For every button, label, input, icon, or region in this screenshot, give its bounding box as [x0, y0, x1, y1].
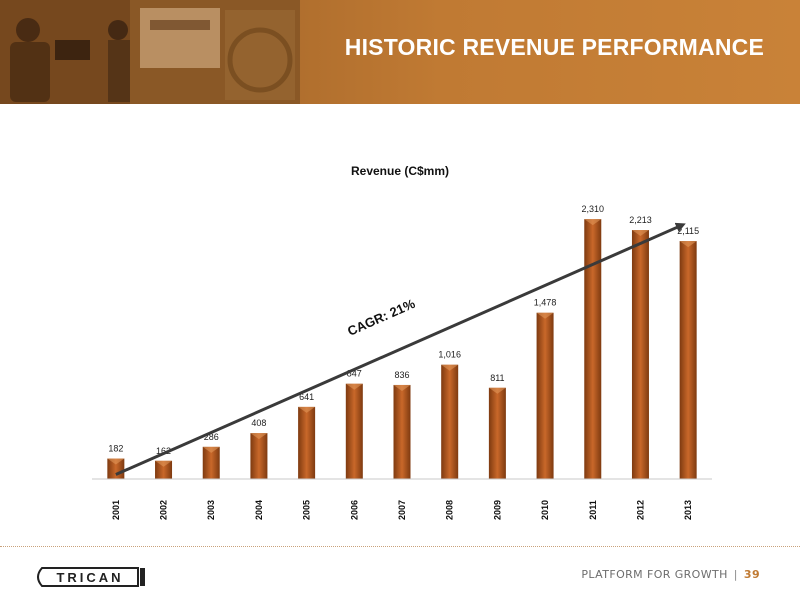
bar-cap-2011 [584, 219, 602, 226]
bar-2003 [202, 446, 220, 479]
value-label-2001: 182 [108, 444, 123, 454]
x-tick-label-2004: 2004 [254, 500, 264, 520]
value-label-2013: 2,115 [677, 226, 699, 236]
page-title: HISTORIC REVENUE PERFORMANCE [344, 34, 764, 60]
bar-2013 [679, 241, 697, 479]
bar-cap-2003 [202, 446, 220, 453]
cagr-annotation: CAGR: 21% [345, 296, 418, 339]
bar-cap-2010 [536, 312, 554, 319]
bar-2010 [536, 312, 554, 479]
value-label-2004: 408 [251, 418, 266, 428]
value-label-2008: 1,016 [438, 350, 461, 360]
x-tick-label-2009: 2009 [492, 500, 502, 520]
header-banner: HISTORIC REVENUE PERFORMANCE [0, 0, 800, 104]
page-number: 39 [743, 568, 760, 581]
bar-2008 [441, 364, 459, 479]
bar-2007 [393, 384, 411, 479]
x-tick-label-2010: 2010 [540, 500, 550, 520]
bar-cap-2012 [631, 230, 649, 237]
bar-2004 [250, 433, 268, 479]
x-tick-label-2007: 2007 [397, 500, 407, 520]
x-tick-label-2008: 2008 [445, 500, 455, 520]
cagr-trend-arrow [115, 222, 686, 476]
bar-cap-2005 [298, 406, 316, 413]
bar-cap-2002 [155, 460, 173, 467]
x-tick-label-2006: 2006 [349, 500, 359, 520]
bar-2011 [584, 219, 602, 479]
x-tick-label-2005: 2005 [302, 500, 312, 520]
x-tick-label-2012: 2012 [635, 500, 645, 520]
x-tick-label-2001: 2001 [111, 500, 121, 520]
value-label-2006: 847 [347, 369, 362, 379]
header-photo [0, 0, 300, 104]
value-label-2010: 1,478 [534, 298, 557, 308]
bar-2002 [155, 460, 173, 479]
value-label-2002: 162 [156, 446, 171, 456]
value-label-2005: 641 [299, 392, 314, 402]
trican-logo: TRICAN [37, 567, 145, 587]
bar-2005 [298, 406, 316, 479]
value-label-2007: 836 [394, 370, 409, 380]
footer-separator: | [733, 568, 738, 581]
x-tick-label-2013: 2013 [683, 500, 693, 520]
bar-cap-2001 [107, 458, 125, 465]
x-tick-label-2011: 2011 [588, 500, 598, 520]
value-label-2003: 286 [204, 432, 219, 442]
value-label-2012: 2,213 [629, 215, 652, 225]
bar-cap-2006 [345, 383, 363, 390]
chart-title: Revenue (C$mm) [351, 164, 449, 178]
revenue-bar-chart: Revenue (C$mm) 182 162 286 408 641 847 836 1,01… [92, 164, 712, 520]
bar-2012 [631, 230, 649, 479]
bar-cap-2013 [679, 241, 697, 248]
bar-2009 [488, 387, 506, 479]
bar-cap-2009 [488, 387, 506, 394]
bar-2006 [345, 383, 363, 479]
x-tick-label-2003: 2003 [206, 500, 216, 520]
footer-tagline-text: PLATFORM FOR GROWTH [581, 568, 728, 581]
value-label-2011: 2,310 [582, 204, 605, 214]
svg-text:TRICAN: TRICAN [56, 570, 123, 585]
bar-cap-2008 [441, 364, 459, 371]
bar-cap-2007 [393, 384, 411, 391]
footer-divider [0, 546, 800, 547]
value-label-2009: 811 [490, 373, 504, 383]
x-tick-label-2002: 2002 [159, 500, 169, 520]
footer-tagline: PLATFORM FOR GROWTH | 39 [581, 568, 760, 581]
bar-cap-2004 [250, 433, 268, 440]
